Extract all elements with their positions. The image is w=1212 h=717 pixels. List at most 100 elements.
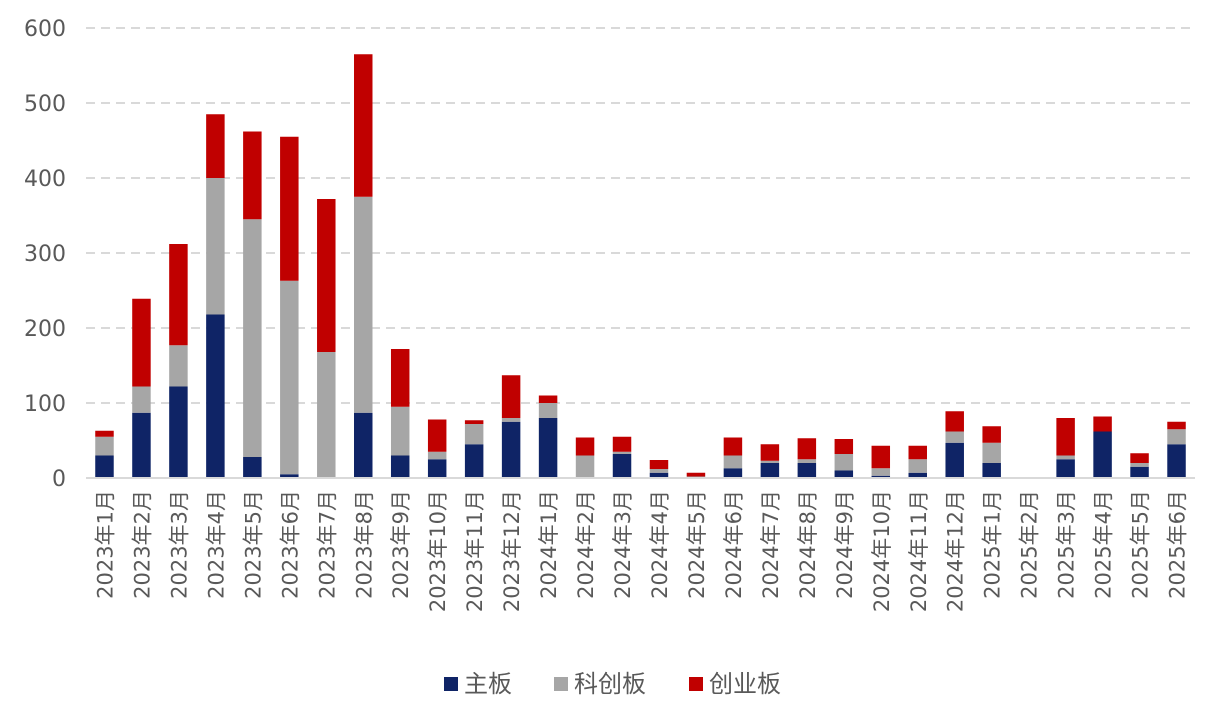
x-tick-label: 2023年4月 (204, 490, 228, 599)
bar-segment (871, 445, 891, 469)
bar-segment (501, 418, 521, 422)
bar-segment (723, 437, 743, 456)
bar-segment (280, 280, 299, 475)
x-tick-label: 2024年6月 (722, 490, 746, 599)
x-tick-label: 2024年4月 (648, 490, 672, 599)
legend-swatch (554, 677, 568, 691)
legend-label: 科创板 (574, 670, 646, 698)
bar-segment (982, 442, 1001, 463)
bar-segment (280, 474, 299, 478)
bar-segment (95, 455, 114, 478)
gridlines (86, 27, 1195, 404)
legend-label: 创业板 (709, 670, 781, 698)
bar-segment (908, 459, 927, 473)
bar-segment (1093, 416, 1112, 432)
x-tick-label: 2024年12月 (944, 490, 968, 612)
x-tick-label: 2023年8月 (352, 490, 376, 599)
bar-segment (317, 199, 336, 352)
bar-segment (575, 455, 595, 478)
y-tick-label: 0 (52, 467, 66, 492)
y-tick-label: 100 (24, 392, 66, 417)
x-tick-label: 2023年11月 (463, 490, 487, 612)
y-tick-label: 300 (24, 242, 66, 267)
bar-segment (1130, 453, 1149, 463)
y-tick-label: 200 (24, 317, 66, 342)
bar-segment (945, 431, 964, 443)
bar-segment (834, 439, 854, 454)
bar-segment (1056, 459, 1075, 478)
bar-segment (908, 472, 927, 478)
y-axis: 0 100 200 300 400 500 600 (24, 17, 66, 492)
x-tick-label: 2023年6月 (278, 490, 302, 599)
x-tick-label: 2023年2月 (130, 490, 154, 599)
bar-segment (501, 421, 521, 478)
bar-segment (132, 298, 151, 387)
bar-segment (538, 403, 558, 418)
x-tick-label: 2024年9月 (833, 490, 857, 599)
bars (95, 54, 1186, 478)
bar-segment (760, 460, 780, 463)
bar-segment (1167, 429, 1186, 445)
bar-segment (132, 386, 151, 413)
y-tick-label: 600 (24, 17, 66, 42)
bar-segment (538, 418, 558, 478)
bar-segment (427, 451, 447, 460)
x-tick-label: 2024年7月 (759, 490, 783, 599)
x-tick-label: 2023年7月 (315, 490, 339, 599)
bar-segment (1056, 418, 1075, 456)
bar-segment (206, 114, 225, 178)
x-tick-label: 2025年1月 (981, 490, 1005, 599)
bar-segment (686, 472, 706, 477)
bar-segment (1093, 431, 1112, 478)
x-axis: 2023年1月 2023年2月 2023年3月 2023年4月 2023年5月 2023年… (93, 490, 1189, 612)
bar-segment (427, 459, 447, 478)
bar-segment (132, 412, 151, 478)
bar-segment (354, 54, 373, 197)
bar-segment (1167, 421, 1186, 430)
bar-segment (169, 386, 188, 478)
legend-label: 主板 (464, 670, 512, 698)
bar-segment (834, 470, 854, 478)
bar-segment (612, 454, 632, 478)
x-tick-label: 2023年9月 (389, 490, 413, 599)
x-tick-label: 2024年11月 (907, 490, 931, 612)
bar-segment (464, 424, 484, 445)
bar-segment (649, 460, 669, 469)
x-tick-label: 2023年10月 (426, 490, 450, 612)
bar-segment (169, 244, 188, 346)
legend-swatch (689, 677, 703, 691)
x-tick-label: 2024年10月 (870, 490, 894, 612)
bar-segment (464, 444, 484, 478)
bar-segment (797, 459, 817, 463)
bar-segment (871, 475, 891, 478)
bar-segment (501, 375, 521, 418)
x-tick-label: 2024年1月 (537, 490, 561, 599)
bar-segment (169, 345, 188, 387)
x-tick-label: 2023年5月 (241, 490, 265, 599)
bar-segment (390, 349, 410, 407)
bar-segment (908, 445, 927, 460)
bar-segment (206, 314, 225, 478)
bar-segment (1167, 444, 1186, 478)
legend: 主板 科创板 创业板 (444, 670, 781, 698)
x-tick-label: 2025年3月 (1055, 490, 1079, 599)
bar-segment (206, 178, 225, 315)
bar-segment (797, 438, 817, 460)
x-tick-label: 2023年3月 (167, 490, 191, 599)
bar-segment (871, 468, 891, 476)
bar-segment (575, 437, 595, 456)
bar-segment (945, 442, 964, 478)
bar-segment (945, 411, 964, 432)
bar-segment (317, 352, 336, 478)
bar-segment (95, 430, 114, 437)
bar-segment (1130, 466, 1149, 478)
bar-segment (1130, 463, 1149, 467)
x-tick-label: 2025年2月 (1018, 490, 1042, 599)
bar-segment (243, 219, 262, 457)
bar-segment (280, 136, 299, 281)
bar-segment (538, 395, 558, 403)
bar-segment (354, 412, 373, 478)
x-tick-label: 2025年4月 (1092, 490, 1116, 599)
y-tick-label: 500 (24, 92, 66, 117)
